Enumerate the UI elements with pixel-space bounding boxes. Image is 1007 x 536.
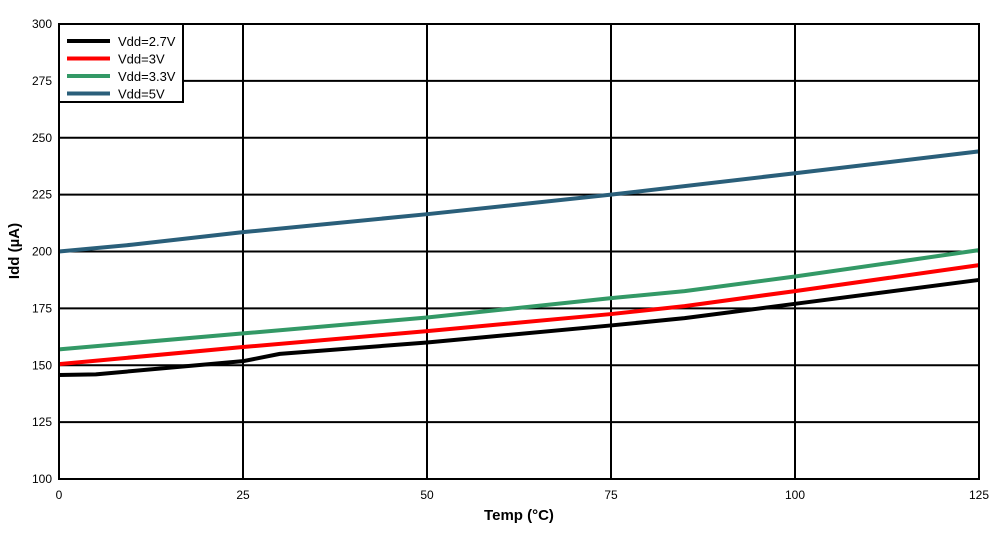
y-tick-label: 300 (32, 17, 52, 31)
series-lines (58, 149, 980, 378)
tick-labels: 0 25 50 75 100 125 100 125 150 175 200 225 250 275 300 (32, 17, 989, 502)
y-tick-label: 275 (32, 74, 52, 88)
y-tick-label: 250 (32, 131, 52, 145)
legend-box (58, 23, 184, 103)
y-tick-label: 150 (32, 358, 52, 372)
y-tick-label: 225 (32, 188, 52, 202)
series-line-3 (58, 248, 980, 352)
legend-label: Vdd=2.7V (118, 34, 176, 49)
x-tick-label: 50 (420, 488, 434, 502)
x-tick-label: 75 (604, 488, 618, 502)
y-tick-label: 100 (32, 472, 52, 486)
x-tick-label: 25 (236, 488, 250, 502)
legend-label: Vdd=3.3V (118, 69, 176, 84)
legend-label: Vdd=5V (118, 87, 165, 102)
x-tick-label: 100 (785, 488, 805, 502)
y-tick-label: 175 (32, 301, 52, 315)
series-line-1 (58, 277, 980, 378)
x-axis-label: Temp (°C) (484, 507, 554, 524)
grid (58, 23, 980, 480)
legend: Vdd=2.7V Vdd=3V Vdd=3.3V Vdd=5V (58, 23, 184, 103)
y-tick-label: 200 (32, 245, 52, 259)
x-tick-label: 0 (56, 488, 63, 502)
plot-border (58, 23, 980, 480)
y-axis-label: Idd (µA) (6, 223, 23, 279)
series-line-4 (58, 149, 980, 254)
x-tick-label: 125 (969, 488, 989, 502)
series-line-2 (58, 263, 980, 367)
y-tick-label: 125 (32, 415, 52, 429)
legend-label: Vdd=3V (118, 52, 165, 67)
plot-frame (58, 23, 980, 480)
